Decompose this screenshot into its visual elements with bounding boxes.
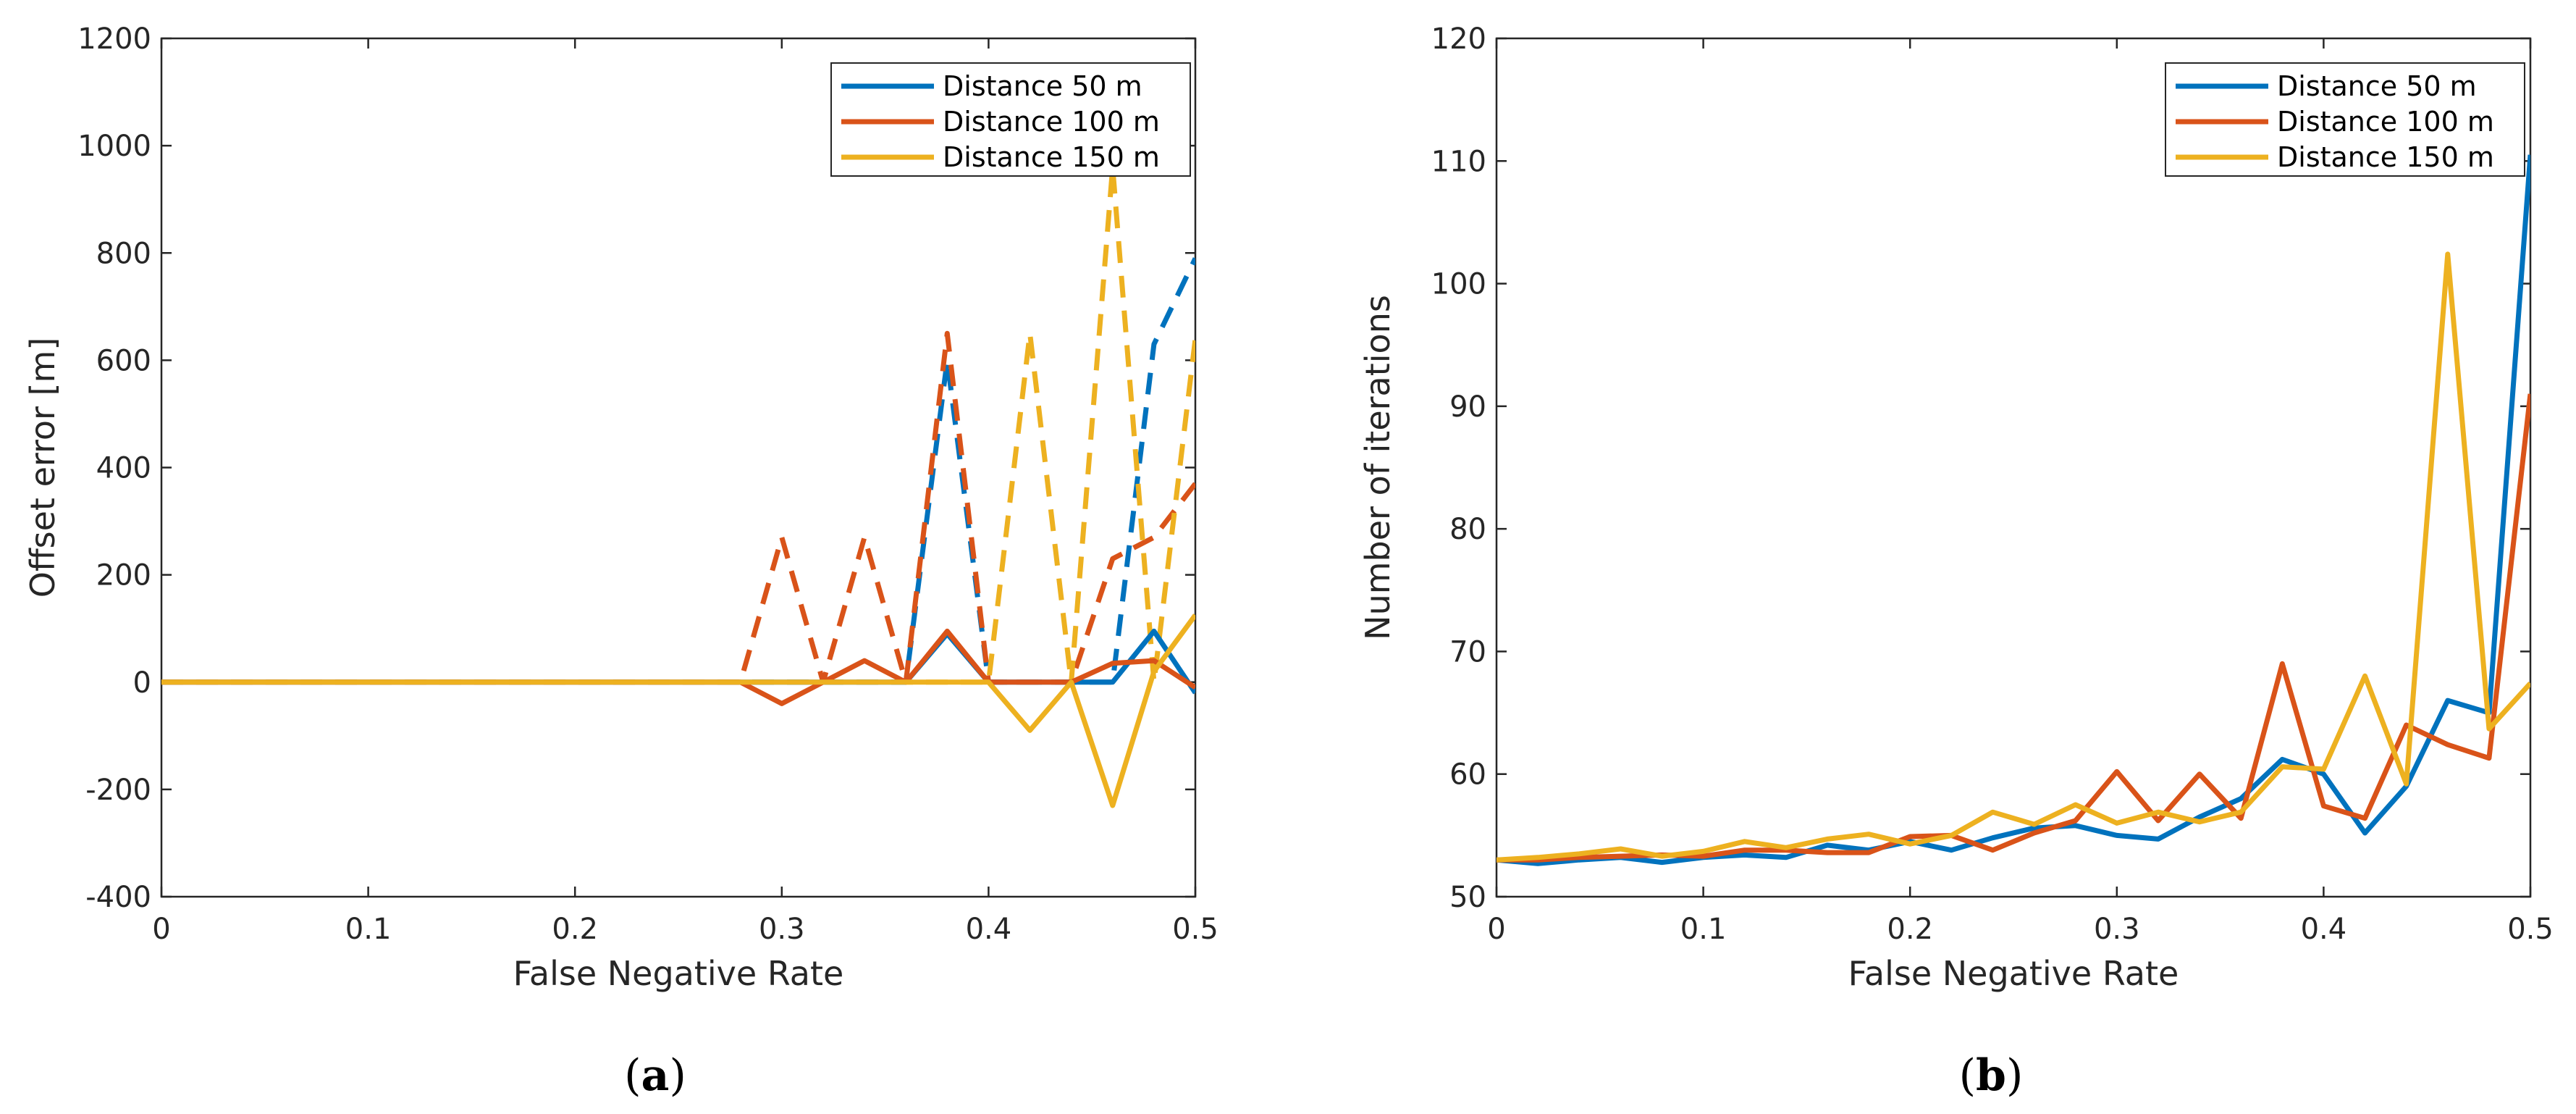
chart-a-ytick-label: -200	[85, 774, 151, 807]
chart-b-series-1-line	[1497, 154, 2530, 866]
chart-b-ytick-label: 60	[1449, 758, 1486, 792]
chart-a-ytick-label: 1000	[77, 130, 151, 163]
chart-b-ytick-label: 90	[1449, 390, 1486, 424]
chart-a-ytick-label: 400	[96, 452, 151, 485]
chart-b-legend-label-3: Distance 150 m	[2277, 141, 2494, 173]
chart-b-series-group	[1497, 154, 2530, 866]
chart-b-ytick-label: 100	[1431, 268, 1486, 301]
chart-b-ylabel: Number of iterations	[1358, 295, 1397, 640]
chart-b-ytick-label: 110	[1431, 145, 1486, 178]
chart-b-ytick-label: 50	[1449, 881, 1486, 914]
chart-b-xlabel: False Negative Rate	[1848, 954, 2179, 993]
chart-b-ytick-label: 70	[1449, 635, 1486, 669]
chart-b-xtick-label: 0.1	[1680, 913, 1727, 946]
chart-a-ytick-label: 800	[96, 237, 151, 270]
chart-b-xtick-label: 0	[1487, 913, 1505, 946]
chart-b-series-3-line	[1497, 251, 2530, 863]
chart-a-legend-label-1: Distance 50 m	[943, 70, 1142, 102]
chart-a-xtick-label: 0.4	[966, 913, 1012, 946]
chart-a-xtick-label: 0.3	[759, 913, 805, 946]
chart-b-legend-label-1: Distance 50 m	[2277, 70, 2477, 102]
chart-a-xtick-label: 0.5	[1172, 913, 1218, 946]
chart-a-xtick-label: 0.1	[345, 913, 392, 946]
chart-a-legend-label-3: Distance 150 m	[943, 141, 1160, 173]
chart-a: 0 0.1 0.2 0.3 0.4 0.5 -400 -200 0 200 400 600 800 100…	[23, 22, 1218, 1101]
chart-a-plot-area	[160, 37, 1197, 898]
chart-b-xtick-label: 0.3	[2094, 913, 2140, 946]
chart-a-ytick-label: -400	[85, 881, 151, 914]
chart-b-legend-label-2: Distance 100 m	[2277, 106, 2494, 138]
chart-b-caption-open: (	[1959, 1050, 1976, 1101]
chart-a-xtick-label: 0.2	[552, 913, 598, 946]
chart-b-xtick-label: 0.4	[2301, 913, 2347, 946]
chart-a-series-3-line	[161, 613, 1195, 808]
chart-a-series-group	[161, 164, 1195, 808]
chart-b-caption: (b)	[1959, 1050, 2024, 1101]
chart-a-xtick-label: 0	[152, 913, 170, 946]
chart-a-caption: (a)	[624, 1050, 686, 1101]
chart-a-caption-open: (	[624, 1050, 641, 1101]
chart-a-ytick-label: 600	[96, 344, 151, 377]
chart-a-series-3-dashed-line	[161, 164, 1195, 685]
chart-b-ytick-label: 120	[1431, 22, 1486, 56]
chart-b-plot-area	[1495, 37, 2532, 898]
chart-b-caption-letter: b	[1976, 1050, 2006, 1101]
chart-b-xtick-label: 0.2	[1887, 913, 1933, 946]
chart-a-ytick-label: 0	[133, 666, 151, 700]
chart-b-ytick-label: 80	[1449, 513, 1486, 546]
chart-a-xlabel: False Negative Rate	[513, 954, 844, 993]
chart-a-legend-label-2: Distance 100 m	[943, 106, 1160, 138]
chart-a-caption-letter: a	[641, 1050, 670, 1101]
chart-a-ytick-label: 1200	[77, 22, 151, 56]
chart-a-ylabel: Offset error [m]	[23, 338, 62, 598]
chart-b-xtick-label: 0.5	[2507, 913, 2554, 946]
chart-b-caption-close: )	[2006, 1050, 2023, 1101]
chart-a-caption-close: )	[669, 1050, 686, 1101]
chart-b: 0 0.1 0.2 0.3 0.4 0.5 50 60 70 80 90 100 110 120 False…	[1358, 22, 2554, 1101]
chart-a-ytick-label: 200	[96, 559, 151, 592]
